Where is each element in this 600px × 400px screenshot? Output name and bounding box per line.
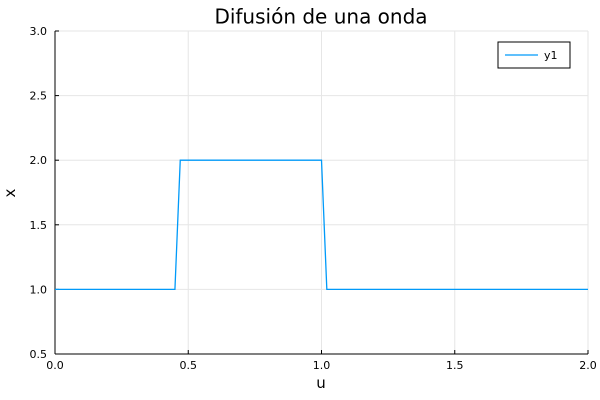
x-tick-label: 1.5 (446, 359, 464, 372)
y-tick-label: 1.0 (30, 283, 48, 296)
y-tick-label: 1.5 (30, 219, 48, 232)
y-tick-label: 0.5 (30, 348, 48, 361)
series-group (55, 159, 588, 291)
y-tick-label: 3.0 (30, 25, 48, 38)
x-tick-label: 1.0 (313, 359, 331, 372)
legend: y1 (497, 41, 571, 69)
x-tick-label: 0.5 (180, 359, 198, 372)
x-axis-label: u (316, 374, 326, 392)
x-tick-label: 0.0 (46, 359, 64, 372)
series-line-y1 (55, 159, 588, 291)
x-axis-ticks: 0.0 0.5 1.0 1.5 2.0 (46, 350, 597, 372)
x-grid-lines (54, 31, 589, 354)
chart-title: Difusión de una onda (214, 5, 427, 29)
legend-label: y1 (544, 49, 558, 62)
x-tick-label: 2.0 (579, 359, 597, 372)
y-axis-label: x (1, 188, 19, 197)
y-axis-ticks: 0.5 1.0 1.5 2.0 2.5 3.0 (30, 25, 59, 361)
y-tick-label: 2.0 (30, 154, 48, 167)
y-tick-label: 2.5 (30, 90, 48, 103)
